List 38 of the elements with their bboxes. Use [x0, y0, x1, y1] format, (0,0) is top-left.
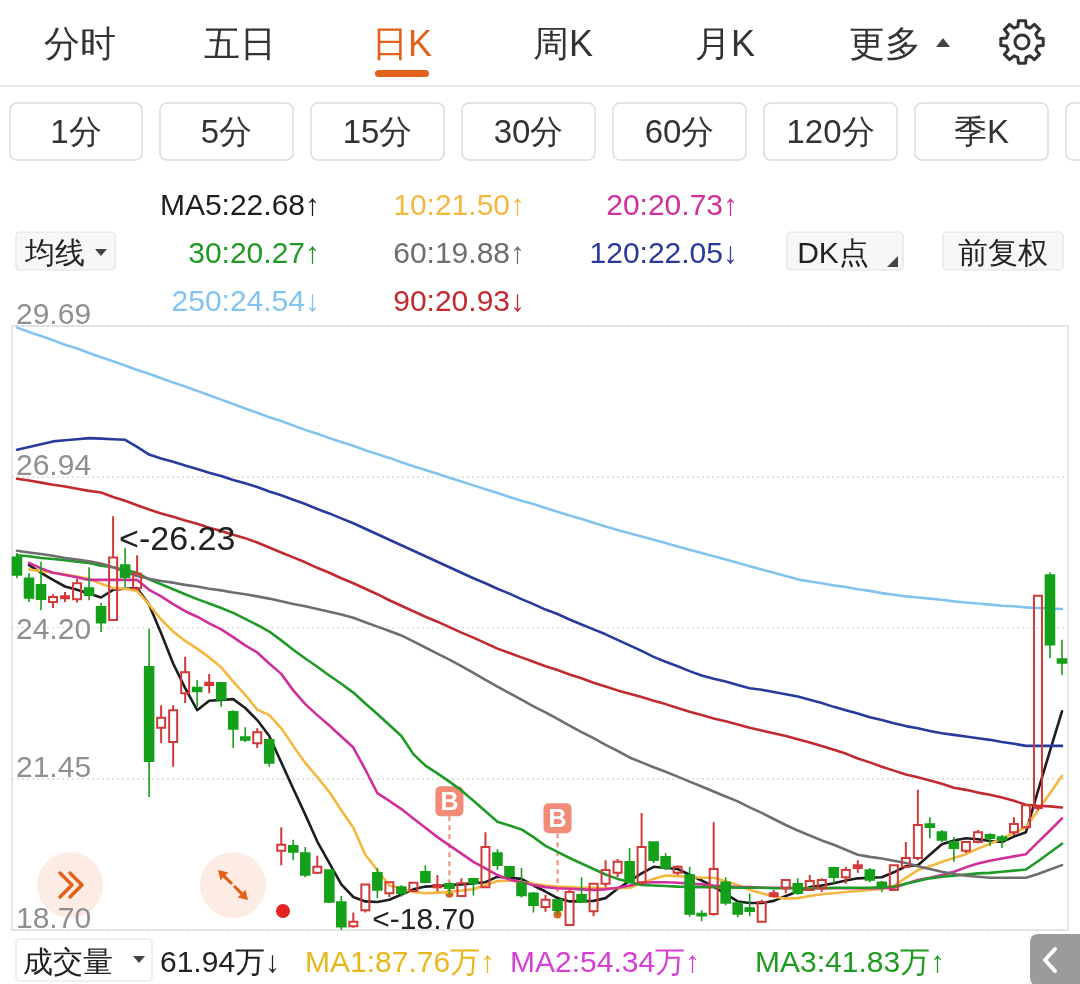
volume-text: MA3:41.83万↑ — [755, 945, 946, 978]
legend-entry: 10:21.50↑ — [393, 188, 525, 221]
button: 5分 — [159, 102, 294, 161]
legend-entry: 60:19.88↑ — [393, 236, 525, 269]
button: 1分 — [9, 102, 143, 161]
button: 30分 — [461, 102, 596, 161]
tab-label: 月K — [695, 23, 755, 64]
button: 成交量 — [15, 938, 153, 982]
button: 季K — [914, 102, 1049, 161]
annotation: B — [548, 804, 567, 833]
volume-text: MA2:54.34万↑ — [510, 945, 701, 978]
extreme-label: <-26.23 — [119, 519, 236, 558]
tab-label: 更多 — [849, 23, 921, 64]
button: DK点 — [786, 231, 904, 271]
y-tick-label: 26.94 — [16, 448, 92, 482]
y-tick-label: 18.70 — [16, 901, 92, 934]
tab-label: 分时 — [44, 23, 116, 64]
legend-entry: 90:20.93↓ — [393, 284, 525, 317]
extreme-label: <-18.70 — [372, 902, 475, 935]
volume-text: MA1:87.76万↑ — [305, 945, 496, 978]
legend-entry: 120:22.05↓ — [589, 236, 738, 269]
volume-text: 61.94万↓ — [160, 945, 281, 978]
y-tick-label: 21.45 — [16, 749, 92, 783]
legend-entry: 20:20.73↑ — [606, 188, 738, 221]
tab-label: 五日 — [204, 23, 276, 64]
y-tick-label: 24.20 — [16, 611, 92, 645]
button: 60分 — [612, 102, 747, 161]
legend-entry: MA5:22.68↑ — [159, 188, 320, 221]
annotation: B — [440, 787, 459, 816]
button: 120分 — [763, 102, 898, 161]
tab-label-active: 日K — [372, 23, 432, 64]
button: 均线 — [15, 231, 116, 271]
y-tick-label: 29.69 — [16, 297, 92, 330]
legend-entry: 250:24.54↓ — [171, 284, 320, 317]
button: 15分 — [310, 102, 445, 161]
tab-label: 周K — [533, 23, 593, 64]
legend-entry: 30:20.27↑ — [188, 236, 320, 269]
button: 前复权 — [942, 231, 1064, 271]
